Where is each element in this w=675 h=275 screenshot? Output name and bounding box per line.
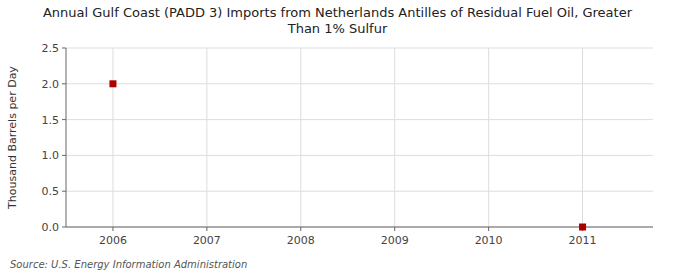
y-tick-label: 2.5 bbox=[42, 42, 60, 55]
x-tick-label: 2010 bbox=[475, 234, 503, 247]
y-tick-label: 1.0 bbox=[42, 149, 60, 162]
x-grid-line bbox=[300, 48, 301, 227]
y-tick bbox=[62, 83, 66, 84]
y-tick-label: 0.5 bbox=[42, 185, 60, 198]
axes: 0.0 0.5 1.0 1.5 2.0 2.5 2006 2007 2008 2009 2010 20… bbox=[42, 42, 654, 247]
y-grid-line bbox=[66, 227, 653, 228]
chart-svg: Annual Gulf Coast (PADD 3) Imports from … bbox=[0, 0, 675, 275]
y-tick-label: 2.0 bbox=[42, 78, 60, 91]
x-tick-label: 2011 bbox=[569, 234, 597, 247]
x-tick bbox=[300, 227, 301, 231]
y-tick bbox=[62, 155, 66, 156]
x-tick-label: 2008 bbox=[287, 234, 315, 247]
grid bbox=[66, 48, 653, 227]
x-axis-line bbox=[66, 227, 653, 228]
y-tick bbox=[62, 119, 66, 120]
x-tick bbox=[488, 227, 489, 231]
x-grid-line bbox=[394, 48, 395, 227]
y-tick bbox=[62, 191, 66, 192]
x-tick-label: 2007 bbox=[193, 234, 221, 247]
x-grid-line bbox=[488, 48, 489, 227]
data-points bbox=[109, 80, 586, 230]
y-tick bbox=[62, 227, 66, 228]
y-grid-line bbox=[66, 83, 653, 84]
data-point bbox=[109, 80, 116, 87]
y-grid-line bbox=[66, 191, 653, 192]
x-grid-line bbox=[112, 48, 113, 227]
x-tick-label: 2009 bbox=[381, 234, 409, 247]
y-grid-line bbox=[66, 119, 653, 120]
y-axis-label: Thousand Barrels per Day bbox=[6, 66, 19, 210]
y-grid-line bbox=[66, 155, 653, 156]
data-point bbox=[579, 224, 586, 231]
x-grid-line bbox=[206, 48, 207, 227]
y-grid-line bbox=[66, 48, 653, 49]
source-annotation: Source: U.S. Energy Information Administ… bbox=[10, 259, 247, 270]
x-tick bbox=[206, 227, 207, 231]
chart-container: Annual Gulf Coast (PADD 3) Imports from … bbox=[0, 0, 675, 275]
x-tick bbox=[394, 227, 395, 231]
y-tick bbox=[62, 48, 66, 49]
background bbox=[0, 0, 675, 275]
x-tick bbox=[112, 227, 113, 231]
y-tick-label: 0.0 bbox=[42, 221, 60, 234]
title: Annual Gulf Coast (PADD 3) Imports from … bbox=[43, 5, 633, 36]
x-tick-label: 2006 bbox=[99, 234, 127, 247]
y-tick-label: 1.5 bbox=[42, 114, 60, 127]
y-axis-line bbox=[66, 48, 67, 227]
x-grid-line bbox=[582, 48, 583, 227]
